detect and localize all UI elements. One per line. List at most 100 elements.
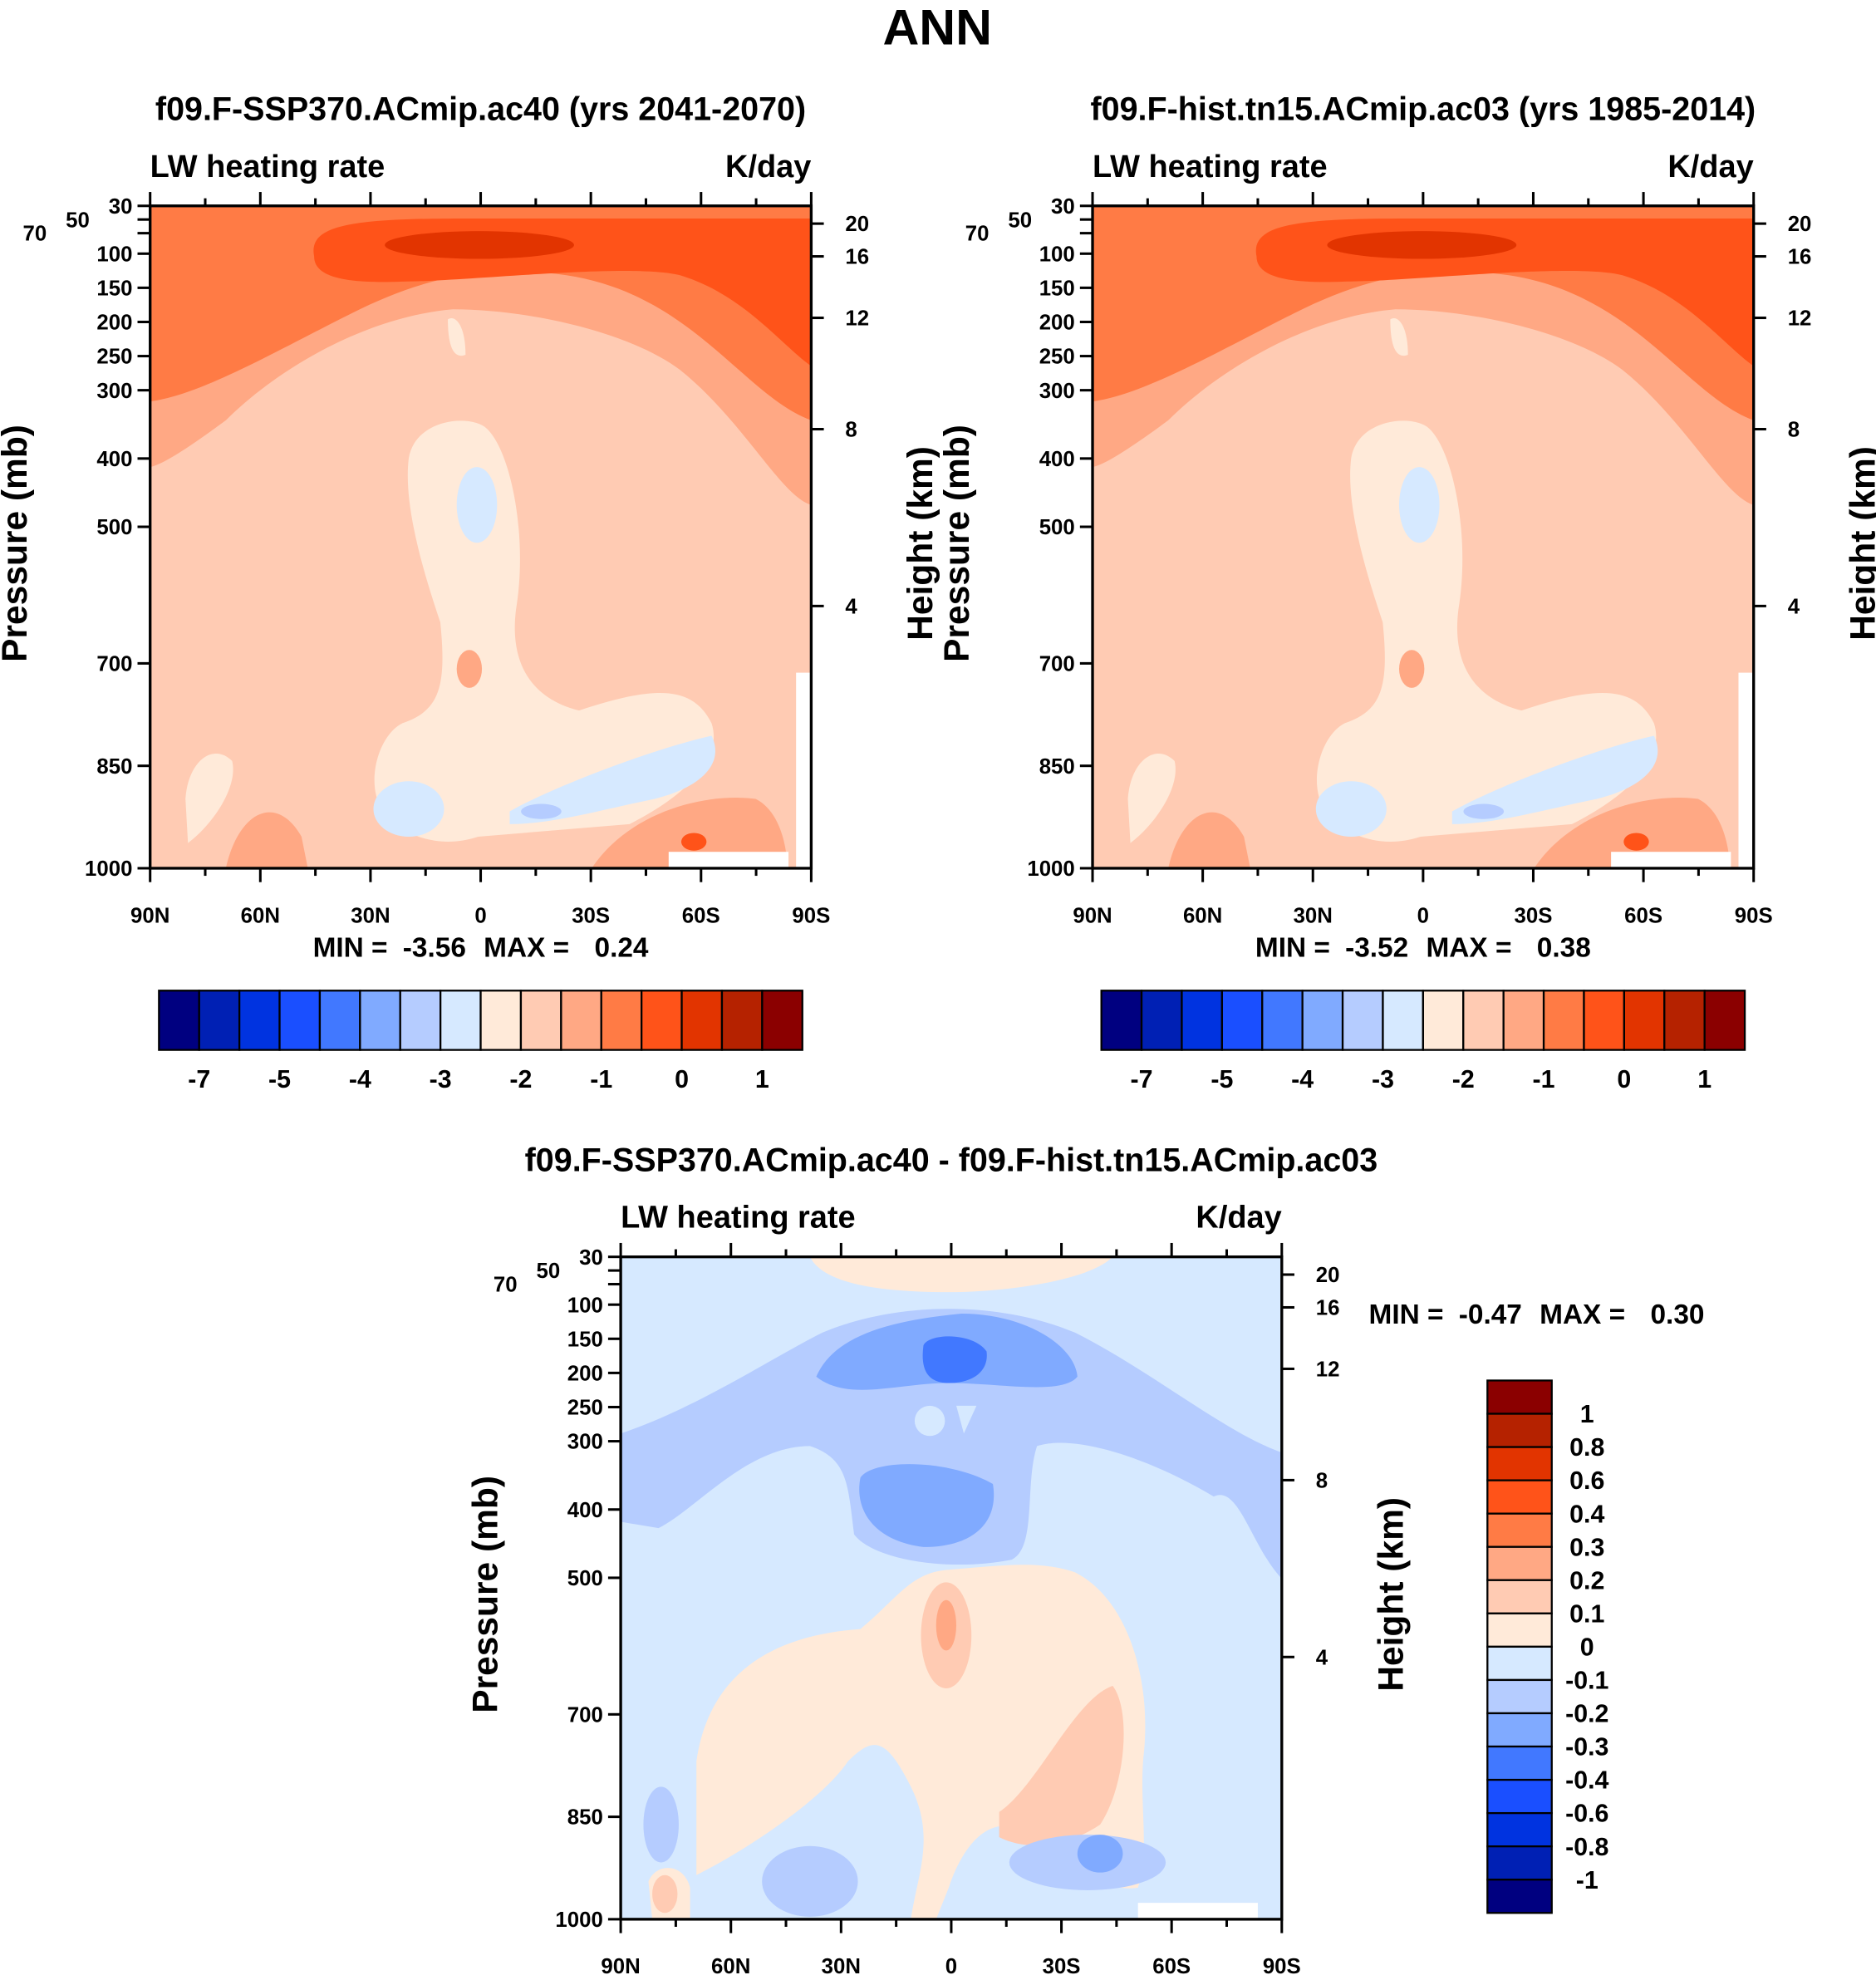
colorbar-box	[1422, 990, 1465, 1051]
pressure-tick-label: 200	[1039, 312, 1075, 335]
lat-tick-label: 0	[474, 904, 486, 927]
colorbar-box	[680, 990, 724, 1051]
pressure-tick-label: 200	[96, 312, 132, 335]
pressure-tick-label: 150	[1039, 277, 1075, 300]
colorbar-box	[278, 990, 322, 1051]
colorbar-difference: 1 0.8 0.6 0.4 0.3 0.2 0.1 0 -0.1 -0.2 -0.3 -0.4 -0.6…	[1486, 1379, 1609, 1914]
colorbar-box	[1623, 990, 1666, 1051]
colorbar-box	[1486, 1446, 1553, 1481]
colorbar-box	[1486, 1811, 1553, 1848]
colorbar-label: -0.6	[1565, 1801, 1608, 1828]
variable-label: LW heating rate	[1093, 150, 1328, 184]
lat-tick-label: 30S	[1043, 1955, 1081, 1978]
lat-tick-label: 90S	[1263, 1955, 1301, 1978]
colorbar-box	[1181, 990, 1223, 1051]
colorbar-label: 0.2	[1569, 1567, 1604, 1594]
pressure-tick-label: 1000	[555, 1909, 602, 1932]
pressure-tick-label: 30	[579, 1246, 603, 1270]
pressure-tick-label: 70	[22, 223, 47, 246]
lat-tick-label: 60S	[1624, 904, 1662, 927]
pressure-tick-label: 400	[96, 448, 132, 471]
pressure-tick-label: 50	[66, 209, 90, 232]
panel-title: f09.F-SSP370.ACmip.ac40 - f09.F-hist.tn1…	[525, 1142, 1378, 1178]
y-axis-label: Pressure (mb)	[938, 425, 977, 662]
colorbar-box	[1486, 1778, 1553, 1815]
colorbar-label: 1	[755, 1066, 769, 1093]
figure-title: ANN	[882, 0, 992, 55]
y2-axis-label: Height (km)	[1844, 446, 1876, 641]
pressure-tick-label: 100	[96, 243, 132, 266]
colorbar-box	[1301, 990, 1344, 1051]
lat-tick-label: 60S	[1152, 1955, 1191, 1978]
pressure-tick-label: 70	[494, 1274, 518, 1297]
colorbar-box	[198, 990, 241, 1051]
colorbar-box	[440, 990, 482, 1051]
colorbar-box	[1542, 990, 1585, 1051]
y2-axis-label: Height (km)	[1373, 1497, 1412, 1692]
height-tick-label: 16	[845, 246, 869, 269]
lat-tick-label: 30N	[351, 904, 390, 927]
pressure-tick-label: 850	[1039, 755, 1075, 779]
colorbar-box	[1583, 990, 1626, 1051]
colorbar-box	[1486, 1413, 1553, 1448]
colorbar-label: -4	[1291, 1066, 1314, 1093]
colorbar-box	[158, 990, 200, 1051]
pressure-tick-label: 1000	[1027, 857, 1074, 881]
colorbar-label: -1	[1533, 1066, 1555, 1093]
units-label: K/day	[725, 150, 811, 184]
colorbar-box	[1486, 1479, 1553, 1515]
height-tick-label: 8	[845, 419, 857, 442]
pressure-tick-label: 1000	[85, 857, 132, 881]
colorbar-box	[1486, 1712, 1553, 1748]
height-tick-label: 4	[1316, 1646, 1328, 1669]
colorbar: -7 -5 -4 -3 -2 -1 0 1	[1100, 990, 1746, 1093]
colorbar-box	[1486, 1612, 1553, 1648]
height-tick-label: 4	[845, 595, 857, 618]
contour-field	[621, 1256, 1282, 1919]
min-label: MIN =	[1369, 1300, 1444, 1330]
pressure-tick-label: 300	[1039, 380, 1075, 403]
colorbar-box	[359, 990, 401, 1051]
contour-field	[1093, 205, 1754, 868]
colorbar-box	[1486, 1512, 1553, 1548]
colorbar-label: -2	[1452, 1066, 1475, 1093]
height-tick-label: 20	[845, 213, 869, 236]
colorbar-box	[1462, 990, 1505, 1051]
colorbar-box	[1486, 1678, 1553, 1715]
pressure-tick-label: 500	[567, 1567, 603, 1590]
lat-tick-label: 90N	[601, 1955, 640, 1978]
pressure-tick-label: 500	[1039, 516, 1075, 539]
colorbar-box	[1486, 1645, 1553, 1682]
colorbar-box	[1486, 1845, 1553, 1881]
variable-label: LW heating rate	[150, 150, 386, 184]
lat-tick-label: 30S	[572, 904, 610, 927]
height-tick-label: 12	[1788, 307, 1812, 331]
colorbar-box	[519, 990, 562, 1051]
max-label: MAX =	[1426, 932, 1511, 963]
pressure-tick-label: 50	[537, 1260, 561, 1283]
colorbar-label: 0.3	[1569, 1534, 1604, 1561]
colorbar-box	[318, 990, 361, 1051]
max-label: MAX =	[1540, 1300, 1625, 1330]
colorbar-label: -0.4	[1565, 1767, 1608, 1795]
units-label: K/day	[1196, 1201, 1281, 1236]
colorbar-label: 1	[1580, 1401, 1594, 1428]
panel-title: f09.F-hist.tn15.ACmip.ac03 (yrs 1985-201…	[1091, 91, 1756, 127]
pressure-tick-label: 700	[1039, 653, 1075, 676]
colorbar-label: -0.3	[1565, 1734, 1608, 1761]
contour-field	[150, 205, 812, 868]
colorbar-label: 1	[1697, 1066, 1711, 1093]
pressure-tick-label: 100	[1039, 243, 1075, 266]
colorbar-label: -4	[349, 1066, 371, 1093]
colorbar-box	[1220, 990, 1264, 1051]
pressure-tick-label: 850	[96, 755, 132, 779]
pressure-tick-label: 500	[96, 516, 132, 539]
colorbar-label: 0.8	[1569, 1434, 1604, 1462]
lat-tick-label: 30S	[1515, 904, 1553, 927]
colorbar-label: 0	[675, 1066, 689, 1093]
colorbar-box	[1100, 990, 1143, 1051]
colorbar-label: -0.8	[1565, 1834, 1608, 1861]
colorbar-box	[1486, 1745, 1553, 1781]
height-tick-label: 8	[1316, 1470, 1328, 1493]
